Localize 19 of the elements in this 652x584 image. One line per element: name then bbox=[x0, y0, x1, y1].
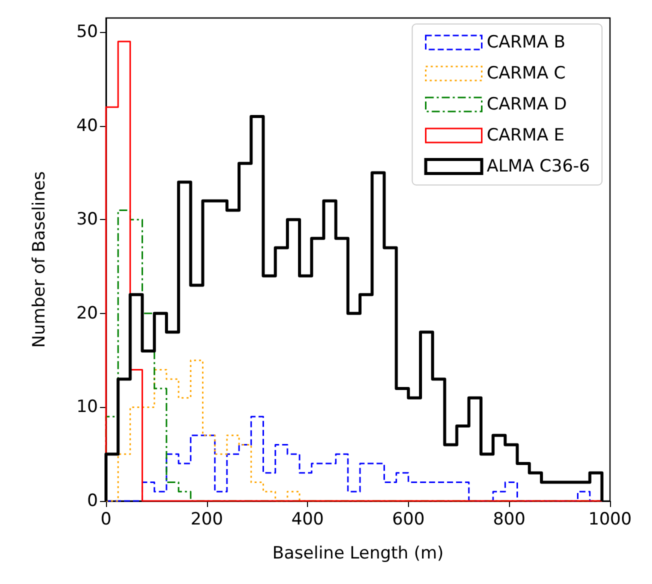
legend-label: CARMA E bbox=[486, 126, 565, 146]
x-tick-label: 600 bbox=[392, 510, 425, 530]
x-tick-label: 200 bbox=[190, 510, 224, 530]
legend-label: CARMA C bbox=[486, 64, 566, 84]
y-tick-label: 20 bbox=[76, 303, 98, 324]
y-axis-title: Number of Baselines bbox=[30, 171, 50, 348]
y-tick-label: 0 bbox=[87, 491, 98, 511]
y-tick-label: 30 bbox=[76, 210, 98, 230]
x-tick-label: 800 bbox=[492, 510, 526, 530]
legend-label: CARMA B bbox=[486, 32, 566, 52]
x-axis-title: Baseline Length (m) bbox=[272, 544, 444, 564]
x-tick-label: 0 bbox=[100, 510, 112, 530]
y-tick-label: 50 bbox=[76, 22, 98, 42]
x-tick-label: 1000 bbox=[588, 510, 632, 530]
y-tick-label: 40 bbox=[76, 116, 98, 136]
legend-label: CARMA D bbox=[486, 94, 567, 114]
legend-label: ALMA C36-6 bbox=[486, 156, 590, 176]
x-tick-label: 400 bbox=[291, 510, 324, 530]
y-tick-label: 10 bbox=[76, 397, 98, 418]
